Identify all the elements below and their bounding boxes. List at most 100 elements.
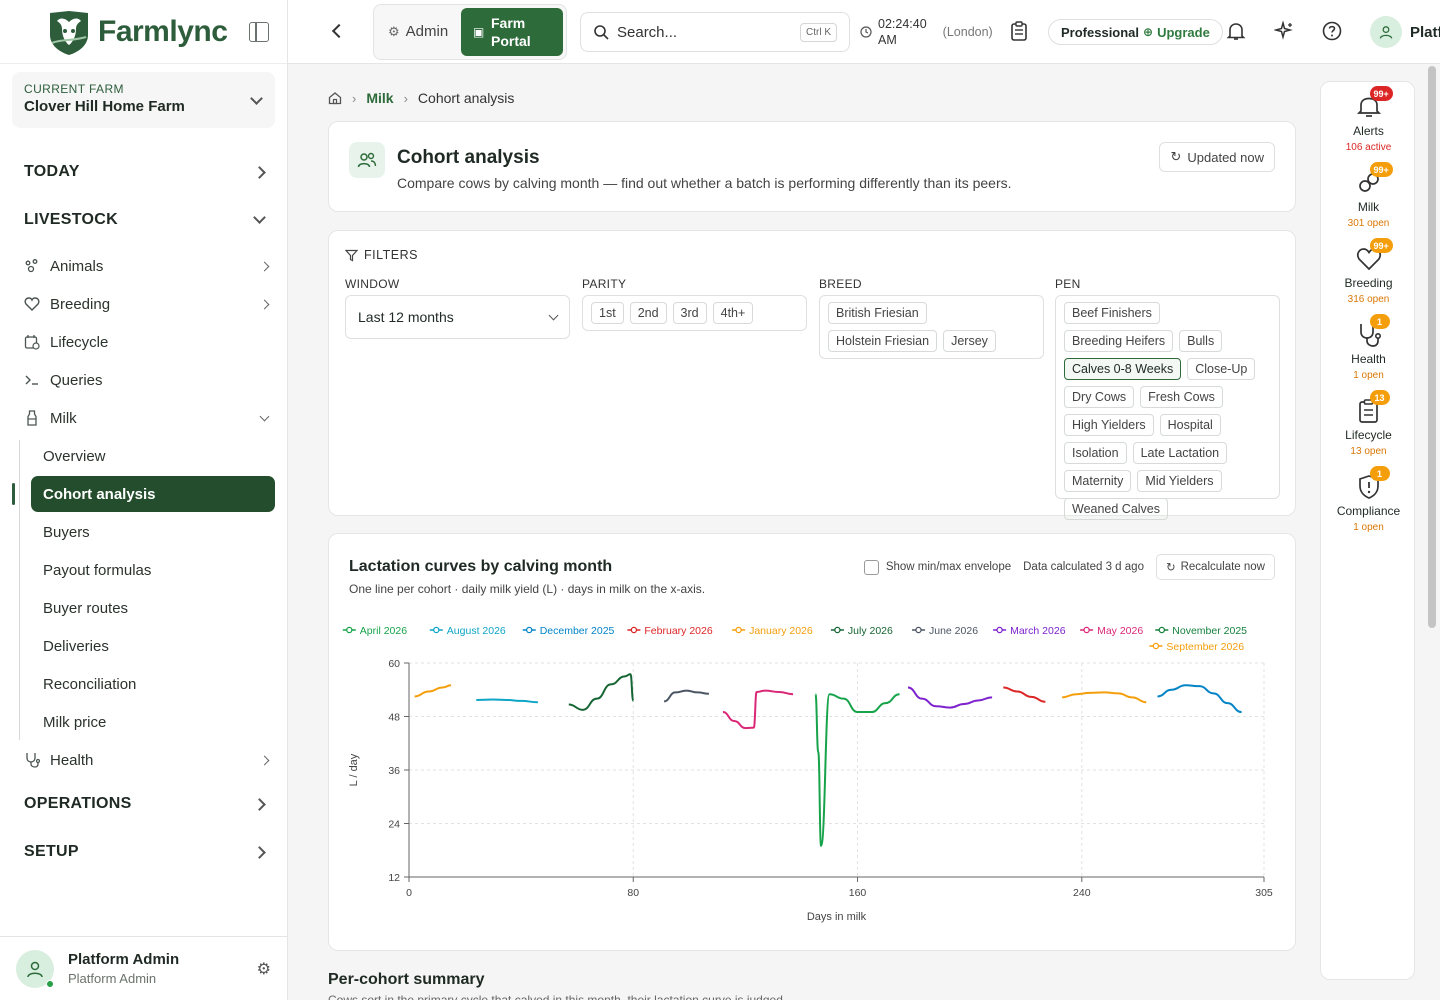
legend-marker: [1152, 642, 1160, 650]
admin-tab[interactable]: ⚙ Admin: [388, 23, 448, 40]
legend-label: January 2026: [749, 625, 813, 637]
x-tick-label: 0: [406, 887, 412, 899]
nav-section-today[interactable]: TODAY: [24, 162, 266, 182]
sidebar-item-health[interactable]: Health: [24, 746, 270, 774]
pen-chip[interactable]: Close-Up: [1187, 358, 1256, 380]
rail-badge: 1: [1369, 466, 1390, 481]
farm-portal-tab[interactable]: ▣ Farm Portal: [461, 8, 563, 56]
page-header-card: Cohort analysis Compare cows by calving …: [328, 121, 1296, 212]
brand-name: Farmlync: [98, 14, 228, 48]
farm-portal-label-2: Portal: [491, 33, 531, 49]
sidebar-item-label: Animals: [50, 257, 104, 275]
breed-chip[interactable]: Jersey: [943, 330, 996, 352]
legend-label: February 2026: [644, 625, 712, 637]
pen-chip[interactable]: Calves 0-8 Weeks: [1064, 358, 1182, 380]
nav-section-setup[interactable]: SETUP: [24, 842, 266, 862]
sidebar-item-label: Breeding: [50, 295, 111, 313]
window-select-value: Last 12 months: [358, 309, 454, 325]
breed-chip[interactable]: British Friesian: [828, 302, 927, 324]
sidebar-item-animals[interactable]: Animals: [24, 252, 270, 280]
rail-item-compliance[interactable]: 1 Compliance 1 open: [1321, 466, 1416, 533]
envelope-checkbox[interactable]: [863, 559, 879, 575]
updated-button[interactable]: ↻ Updated now: [1159, 142, 1275, 172]
breed-chips: British Friesian Holstein Friesian Jerse…: [819, 295, 1044, 359]
rail-item-breeding[interactable]: 99+ Breeding 316 open: [1321, 238, 1416, 305]
pen-chip[interactable]: Beef Finishers: [1064, 302, 1160, 324]
rail-label: Lifecycle: [1345, 428, 1392, 442]
sidebar-item-queries[interactable]: Queries: [24, 366, 268, 394]
pen-chip[interactable]: Hospital: [1159, 414, 1221, 436]
admin-tab-label: Admin: [405, 23, 449, 40]
window-select[interactable]: Last 12 months: [345, 295, 570, 339]
sidebar-item-lifecycle[interactable]: Lifecycle: [24, 328, 268, 356]
sidebar-subitem-overview[interactable]: Overview: [43, 447, 106, 465]
nav-section-operations[interactable]: OPERATIONS: [24, 794, 266, 814]
upgrade-icon: ⊕: [1143, 25, 1154, 39]
envelope-toggle[interactable]: Show min/max envelope: [863, 559, 1011, 575]
users-icon: [349, 142, 385, 178]
recalculate-button[interactable]: ↻ Recalculate now: [1155, 554, 1275, 580]
sidebar-item-label: Queries: [50, 371, 103, 389]
search-input[interactable]: Search... Ctrl K: [580, 12, 850, 52]
sidebar-item-milk[interactable]: Milk: [24, 404, 270, 432]
clock-icon: [860, 26, 872, 38]
pen-chip[interactable]: Late Lactation: [1132, 442, 1228, 464]
filters-heading: FILTERS: [345, 248, 418, 262]
pen-chip[interactable]: Maternity: [1064, 470, 1132, 492]
rail-item-lifecycle[interactable]: 13 Lifecycle 13 open: [1321, 390, 1416, 457]
page-scrollbar[interactable]: [1428, 66, 1436, 628]
plan-badge[interactable]: Professional ⊕ Upgrade: [1048, 19, 1223, 45]
bell-icon[interactable]: [1225, 20, 1247, 42]
user-profile[interactable]: Platform Admin Platform Admin ⚙: [0, 936, 287, 1000]
parity-chip[interactable]: 2nd: [629, 302, 667, 324]
help-icon[interactable]: [1321, 20, 1343, 42]
sidebar-subitem-cohort-analysis[interactable]: Cohort analysis: [31, 476, 275, 512]
back-arrow-icon[interactable]: [331, 23, 347, 39]
rail-item-health[interactable]: 1 Health 1 open: [1321, 314, 1416, 381]
heart-icon: 99+: [1356, 238, 1393, 272]
portal-switcher: ⚙ Admin ▣ Farm Portal: [373, 4, 567, 60]
breadcrumb-link-milk[interactable]: Milk: [366, 90, 394, 106]
pen-chip[interactable]: Mid Yielders: [1137, 470, 1222, 492]
legend-label: March 2026: [1010, 625, 1066, 637]
parity-chip[interactable]: 3rd: [672, 302, 707, 324]
search-shortcut: Ctrl K: [800, 22, 837, 42]
series-line-july-2026: [568, 673, 635, 711]
sparkles-icon[interactable]: [1273, 20, 1295, 42]
rail-count: 1 open: [1353, 522, 1384, 533]
sidebar-subitem-deliveries[interactable]: Deliveries: [43, 637, 109, 655]
nav-section-livestock[interactable]: LIVESTOCK: [24, 210, 266, 230]
legend-label: May 2026: [1097, 625, 1143, 637]
user-icon: [27, 961, 43, 977]
gear-icon[interactable]: ⚙: [256, 960, 271, 978]
clipboard-icon[interactable]: [1008, 20, 1030, 42]
farm-picker-value: Clover Hill Home Farm: [24, 98, 185, 115]
user-menu[interactable]: Platf: [1370, 16, 1440, 48]
series-line-january-2026: [1062, 691, 1147, 704]
search-icon: [594, 25, 609, 40]
pen-chip[interactable]: Isolation: [1064, 442, 1127, 464]
sidebar-item-breeding[interactable]: Breeding: [24, 290, 270, 318]
farm-picker[interactable]: CURRENT FARM Clover Hill Home Farm: [12, 72, 275, 128]
legend-marker: [1158, 626, 1166, 634]
parity-chip[interactable]: 4th+: [712, 302, 754, 324]
sidebar-subitem-buyers[interactable]: Buyers: [43, 523, 90, 541]
rail-item-alerts[interactable]: 99+ Alerts 106 active: [1321, 86, 1416, 153]
parity-chip[interactable]: 1st: [591, 302, 624, 324]
pen-chip[interactable]: Weaned Calves: [1064, 498, 1169, 520]
pen-chip[interactable]: Fresh Cows: [1140, 386, 1223, 408]
rail-label: Breeding: [1344, 276, 1393, 290]
collapse-sidebar-icon[interactable]: [249, 21, 269, 42]
sidebar-subitem-reconciliation[interactable]: Reconciliation: [43, 675, 137, 693]
breed-chip[interactable]: Holstein Friesian: [828, 330, 938, 352]
rail-item-milk[interactable]: 99+ Milk 301 open: [1321, 162, 1416, 229]
pen-chip[interactable]: Breeding Heifers: [1064, 330, 1174, 352]
pen-chip[interactable]: Bulls: [1179, 330, 1223, 352]
home-icon[interactable]: [328, 91, 342, 105]
pen-chip[interactable]: Dry Cows: [1064, 386, 1135, 408]
sidebar-subitem-payout-formulas[interactable]: Payout formulas: [43, 561, 152, 579]
sidebar-subitem-buyer-routes[interactable]: Buyer routes: [43, 599, 129, 617]
sidebar-subitem-milk-price[interactable]: Milk price: [43, 713, 107, 731]
pen-chip[interactable]: High Yielders: [1064, 414, 1154, 436]
upgrade-link: Upgrade: [1157, 24, 1210, 40]
